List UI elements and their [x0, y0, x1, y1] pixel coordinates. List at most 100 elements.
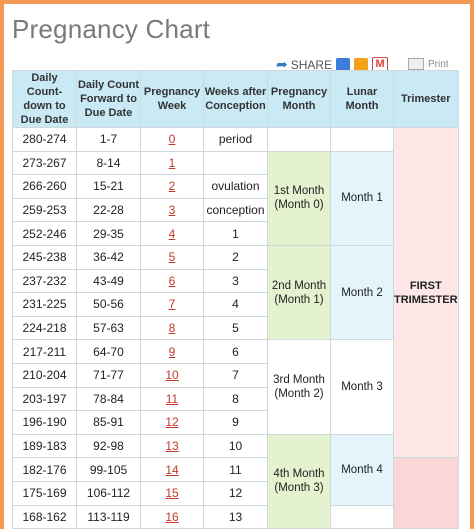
after-cell: period [203, 127, 268, 152]
forward-cell: 71-77 [76, 362, 141, 388]
table-row: 182-176 99-105 14 11 [12, 457, 459, 529]
after-cell: 2 [203, 244, 268, 270]
table-row: 280-274 1-7 0 period FIRST TRIMESTER [12, 126, 459, 459]
table-row: 252-246 29-35 4 1 [12, 221, 459, 246]
header-month: Pregnancy Month [267, 70, 331, 128]
week-link[interactable]: 16 [165, 509, 179, 524]
month-1-cell: 1st Month (Month 0) [267, 150, 331, 246]
trimester-label: FIRST TRIMESTER [394, 279, 458, 306]
week-cell: 11 [140, 386, 204, 412]
week-link[interactable]: 1 [168, 155, 176, 170]
countdown-cell: 196-190 [12, 410, 77, 435]
week-link[interactable]: 9 [168, 344, 176, 359]
table-row: 168-162 113-119 16 13 [12, 504, 459, 529]
header-lunar: Lunar Month [330, 70, 394, 128]
print-label[interactable]: Print [428, 58, 449, 70]
table-row: 231-225 50-56 7 4 [12, 292, 459, 317]
digg-icon[interactable] [354, 58, 369, 71]
after-cell: ovulation [203, 174, 268, 199]
countdown-cell: 273-267 [12, 150, 77, 176]
table-row: 266-260 15-21 2 ovulation [12, 174, 459, 199]
forward-cell: 85-91 [76, 410, 141, 435]
after-cell: 11 [203, 457, 268, 482]
lunar-month-3-cell: Month 3 [330, 339, 394, 435]
week-cell: 6 [140, 268, 204, 294]
table-row: 196-190 85-91 12 9 [12, 410, 459, 435]
after-cell: 3 [203, 268, 268, 294]
week-link[interactable]: 6 [168, 273, 176, 288]
share-label[interactable]: SHARE [290, 57, 333, 72]
countdown-cell: 252-246 [12, 221, 77, 246]
lunar-month-4-cell: Month 4 [330, 433, 394, 506]
print-button[interactable]: Print [408, 58, 449, 70]
countdown-cell: 245-238 [12, 244, 77, 270]
month-4-cell: 4th Month (Month 3) [267, 433, 331, 529]
week-link[interactable]: 14 [165, 462, 179, 477]
lunar-month-2-cell: Month 2 [330, 244, 394, 341]
countdown-cell: 231-225 [12, 292, 77, 317]
week-link[interactable]: 4 [168, 226, 176, 241]
forward-cell: 57-63 [76, 315, 141, 341]
week-cell: 9 [140, 339, 204, 364]
week-cell: 1 [140, 150, 204, 176]
week-cell: 8 [140, 315, 204, 341]
forward-cell: 8-14 [76, 150, 141, 176]
after-cell: 1 [203, 221, 268, 246]
week-cell: 14 [140, 457, 204, 482]
countdown-cell: 175-169 [12, 480, 77, 506]
countdown-cell: 189-183 [12, 433, 77, 459]
countdown-cell: 203-197 [12, 386, 77, 412]
week-link[interactable]: 8 [168, 321, 176, 336]
after-cell: 13 [203, 504, 268, 529]
week-link[interactable]: 10 [165, 368, 179, 383]
week-link[interactable]: 11 [165, 391, 179, 406]
table-row: 273-267 8-14 1 1st Month (Month 0) Month … [12, 150, 459, 246]
page-title: Pregnancy Chart [12, 14, 211, 44]
after-cell: 7 [203, 362, 268, 388]
forward-cell: 1-7 [76, 127, 141, 152]
header-forward: Daily Count Forward to Due Date [76, 70, 141, 128]
share-bar[interactable]: ➦ SHARE M [276, 56, 389, 73]
forward-cell: 64-70 [76, 339, 141, 364]
delicious-icon[interactable] [336, 58, 351, 71]
week-cell: 12 [140, 410, 204, 435]
month-2-cell: 2nd Month (Month 1) [267, 244, 331, 341]
week-cell: 16 [140, 504, 204, 529]
countdown-cell: 217-211 [12, 339, 77, 364]
week-link[interactable]: 0 [168, 132, 176, 147]
week-link[interactable]: 12 [165, 415, 179, 430]
forward-cell: 22-28 [76, 197, 141, 223]
month-spacer [267, 127, 331, 152]
printer-icon [408, 58, 424, 70]
countdown-cell: 210-204 [12, 362, 77, 388]
week-link[interactable]: 13 [165, 439, 179, 454]
week-cell: 3 [140, 197, 204, 223]
week-link[interactable]: 3 [168, 203, 176, 218]
week-link[interactable]: 5 [168, 250, 176, 265]
table-row: 224-218 57-63 8 5 [12, 315, 459, 341]
week-link[interactable]: 15 [165, 486, 179, 501]
second-trimester-cell [393, 457, 459, 529]
forward-cell: 36-42 [76, 244, 141, 270]
countdown-cell: 259-253 [12, 197, 77, 223]
header-row: Daily Count-down to Due Date Daily Count… [12, 70, 459, 128]
table-row: 245-238 36-42 5 2 2nd Month (Month 1) Mon… [12, 244, 459, 341]
week-cell: 4 [140, 221, 204, 246]
trimester-cell: FIRST TRIMESTER [393, 126, 459, 459]
table-row: 175-169 106-112 15 12 [12, 480, 459, 506]
after-cell: 5 [203, 315, 268, 341]
after-cell: conception [203, 197, 268, 223]
week-link[interactable]: 2 [168, 179, 176, 194]
header-week: Pregnancy Week [140, 70, 204, 128]
week-cell: 2 [140, 174, 204, 199]
countdown-cell: 182-176 [12, 457, 77, 482]
forward-cell: 15-21 [76, 174, 141, 199]
week-cell: 10 [140, 362, 204, 388]
after-cell: 8 [203, 386, 268, 412]
week-cell: 15 [140, 480, 204, 506]
after-cell: 10 [203, 433, 268, 459]
header-trimester: Trimester [393, 70, 459, 128]
forward-cell: 99-105 [76, 457, 141, 482]
table-row: 237-232 43-49 6 3 [12, 268, 459, 294]
week-link[interactable]: 7 [168, 297, 176, 312]
